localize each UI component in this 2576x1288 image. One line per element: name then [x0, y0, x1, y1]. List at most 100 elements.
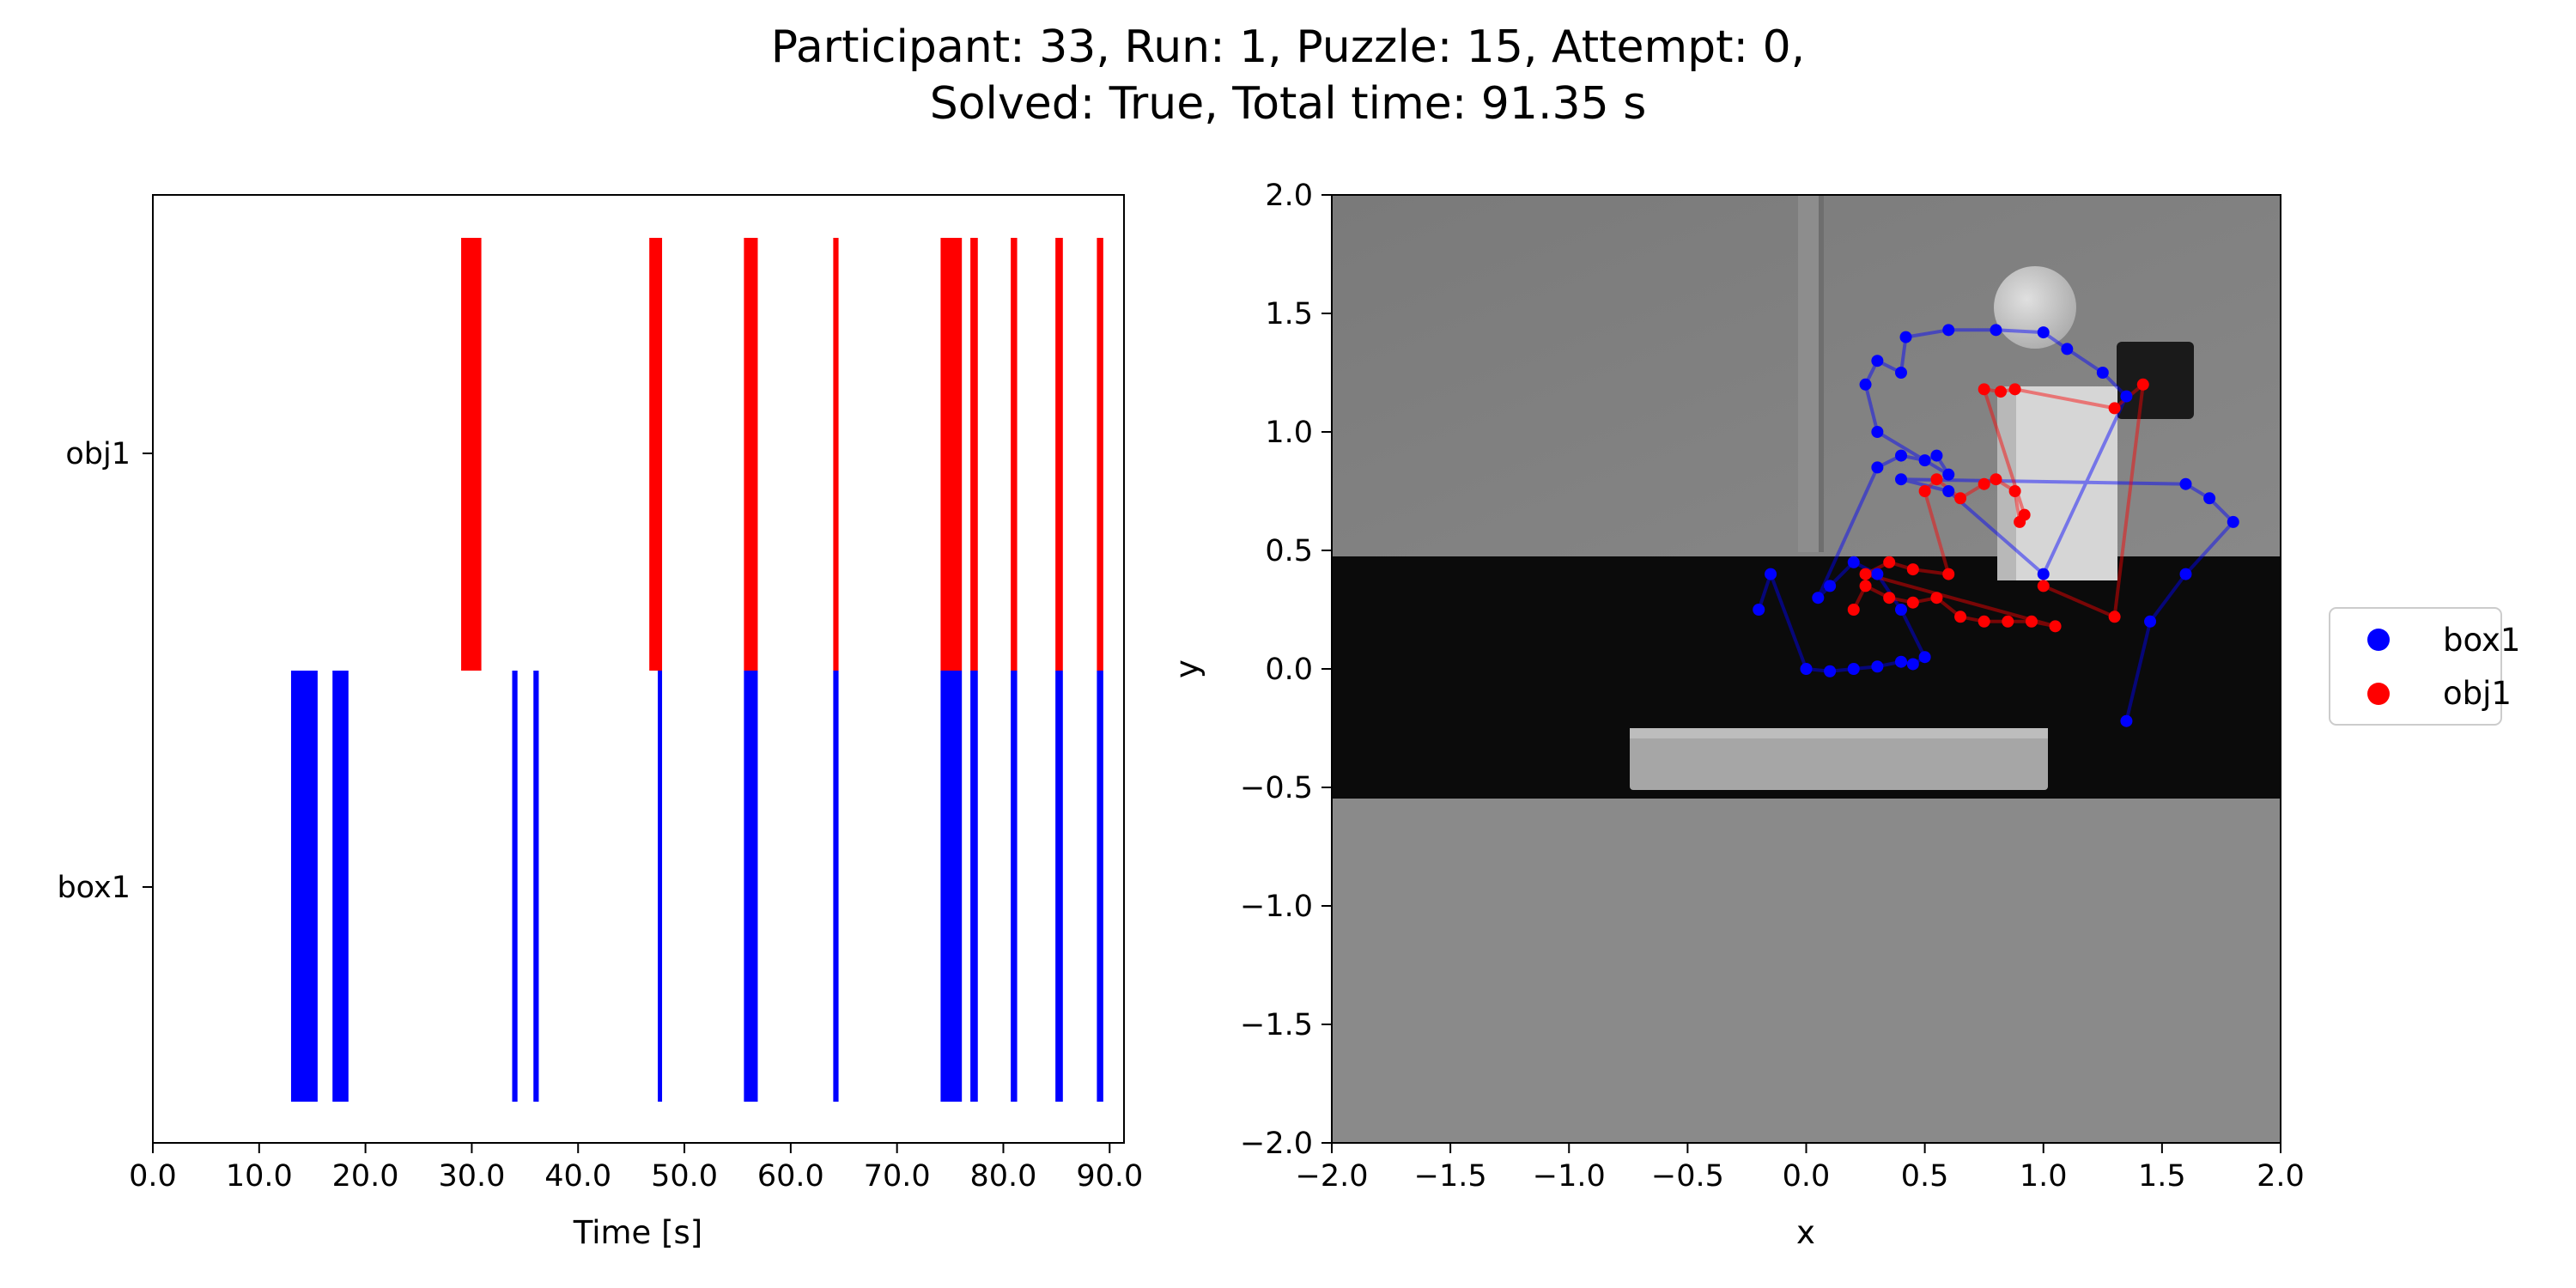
timeline-bar-box1-6	[833, 671, 839, 1102]
figure-title-line1: Participant: 33, Run: 1, Puzzle: 15, Att…	[771, 21, 1805, 73]
trajectory-point-obj1-10	[1859, 568, 1872, 580]
trajectory-point-box1-6	[1895, 655, 1907, 668]
scene-bench-top	[1630, 728, 2048, 738]
timeline-bar-obj1-0	[461, 238, 482, 671]
trajectory-y-tick-label: 2.0	[1265, 179, 1313, 213]
trajectory-y-tick-label: −0.5	[1240, 771, 1313, 805]
trajectory-x-tick-label: −1.5	[1414, 1159, 1487, 1194]
trajectory-point-box1-2	[1800, 663, 1813, 675]
timeline-x-tick-label: 60.0	[757, 1159, 824, 1194]
trajectory-point-obj1-28	[2037, 580, 2050, 592]
trajectory-point-box1-32	[1895, 473, 1907, 486]
trajectory-point-box1-11	[1847, 556, 1860, 568]
trajectory-x-tick-label: 2.0	[2257, 1159, 2305, 1194]
timeline-x-tick-label: 80.0	[970, 1159, 1037, 1194]
trajectory-y-tick-label: 1.5	[1265, 297, 1313, 331]
trajectory-point-box1-16	[1918, 454, 1931, 467]
legend-marker-obj1	[2367, 683, 2390, 705]
timeline-x-tick-label: 0.0	[129, 1159, 177, 1194]
trajectory-x-tick-label: 1.0	[2020, 1159, 2068, 1194]
trajectory-point-obj1-8	[2025, 615, 2038, 628]
scene-bench	[1630, 728, 2048, 790]
scene-ball	[1994, 266, 2076, 349]
trajectory-point-box1-19	[1871, 426, 1884, 438]
trajectory-point-box1-15	[1895, 449, 1907, 462]
trajectory-point-obj1-13	[1942, 568, 1955, 580]
trajectory-point-obj1-11	[1883, 556, 1896, 568]
trajectory-point-obj1-9	[2049, 620, 2062, 633]
trajectory-point-box1-10	[1871, 568, 1884, 580]
trajectory-point-box1-0	[1753, 604, 1765, 616]
timeline-bar-box1-2	[512, 671, 518, 1102]
scene-pillar	[1798, 195, 1822, 552]
timeline-bar-box1-10	[1055, 671, 1063, 1102]
trajectory-point-obj1-22	[1978, 383, 1990, 396]
trajectory-point-obj1-26	[2136, 378, 2149, 391]
scene-white-box	[1997, 386, 2117, 580]
trajectory-y-tick-label: −2.0	[1240, 1127, 1313, 1161]
trajectory-axes: −2.0 −1.5 −1.0 −0.5 0.0 0.5 1.0 1.5 2.0 −2.0 −1.5…	[1169, 179, 2305, 1251]
timeline-x-tick-label: 50.0	[651, 1159, 718, 1194]
legend: box1 obj1	[2329, 607, 2520, 726]
trajectory-point-box1-31	[1942, 485, 1955, 497]
trajectory-point-box1-35	[2227, 515, 2239, 528]
trajectory-point-obj1-6	[1978, 615, 1990, 628]
timeline-bar-obj1-4	[940, 238, 963, 671]
timeline-bars	[290, 238, 1103, 1102]
trajectory-point-obj1-2	[1883, 592, 1896, 605]
timeline-bar-obj1-1	[649, 238, 663, 671]
trajectory-point-box1-12	[1824, 580, 1837, 592]
timeline-frame	[152, 194, 1125, 1144]
timeline-bar-box1-3	[533, 671, 539, 1102]
trajectory-point-box1-25	[1990, 324, 2002, 337]
trajectory-point-obj1-4	[1930, 592, 1943, 605]
trajectory-point-box1-38	[2120, 714, 2133, 727]
timeline-bar-box1-7	[940, 671, 963, 1102]
trajectory-point-obj1-3	[1906, 596, 1919, 609]
trajectory-y-tick-label: 0.0	[1265, 653, 1313, 687]
trajectory-y-tick-label: 1.0	[1265, 416, 1313, 450]
trajectory-point-box1-24	[1942, 324, 1955, 337]
trajectory-point-obj1-15	[1930, 473, 1943, 486]
timeline-bar-box1-11	[1097, 671, 1103, 1102]
trajectory-x-tick-label: 0.5	[1901, 1159, 1949, 1194]
scene-floor	[1332, 799, 2281, 1143]
trajectory-point-obj1-25	[2108, 402, 2121, 415]
trajectory-point-box1-5	[1871, 660, 1884, 673]
timeline-bar-box1-4	[658, 671, 663, 1102]
trajectory-point-obj1-27	[2108, 611, 2121, 623]
trajectory-point-obj1-21	[2018, 508, 2031, 521]
trajectory-point-box1-4	[1847, 663, 1860, 675]
legend-label-box1: box1	[2443, 622, 2520, 659]
timeline-bar-obj1-7	[1055, 238, 1063, 671]
trajectory-point-box1-34	[2203, 492, 2216, 505]
scene-dark-box	[2117, 342, 2194, 419]
trajectory-x-tick-label: 1.5	[2138, 1159, 2186, 1194]
trajectory-point-box1-13	[1812, 592, 1825, 605]
trajectory-point-obj1-19	[2008, 485, 2021, 497]
timeline-x-tick-label: 70.0	[864, 1159, 931, 1194]
trajectory-point-box1-14	[1871, 461, 1884, 474]
figure-title-line2: Solved: True, Total time: 91.35 s	[930, 78, 1647, 130]
trajectory-point-box1-26	[2037, 326, 2050, 339]
trajectory-x-axis-label: x	[1796, 1214, 1815, 1251]
trajectory-x-tick-label: 0.0	[1783, 1159, 1831, 1194]
trajectory-y-tick-label: 0.5	[1265, 534, 1313, 568]
trajectory-point-box1-36	[2179, 568, 2192, 580]
trajectory-point-box1-7	[1906, 658, 1919, 671]
trajectory-point-obj1-14	[1918, 485, 1931, 497]
trajectory-point-box1-9	[1895, 604, 1907, 616]
trajectory-point-obj1-24	[2008, 383, 2021, 396]
timeline-bar-box1-0	[290, 671, 318, 1102]
legend-label-obj1: obj1	[2443, 675, 2512, 712]
timeline-bar-obj1-2	[744, 238, 758, 671]
timeline-x-tick-label: 90.0	[1076, 1159, 1143, 1194]
timeline-y-ticks: box1 obj1	[57, 437, 153, 905]
scene-background-image	[1332, 195, 2281, 1143]
legend-marker-box1	[2367, 629, 2390, 651]
trajectory-point-box1-22	[1895, 367, 1907, 379]
timeline-bar-obj1-8	[1097, 238, 1103, 671]
trajectory-point-box1-21	[1871, 355, 1884, 368]
timeline-x-tick-label: 20.0	[332, 1159, 399, 1194]
